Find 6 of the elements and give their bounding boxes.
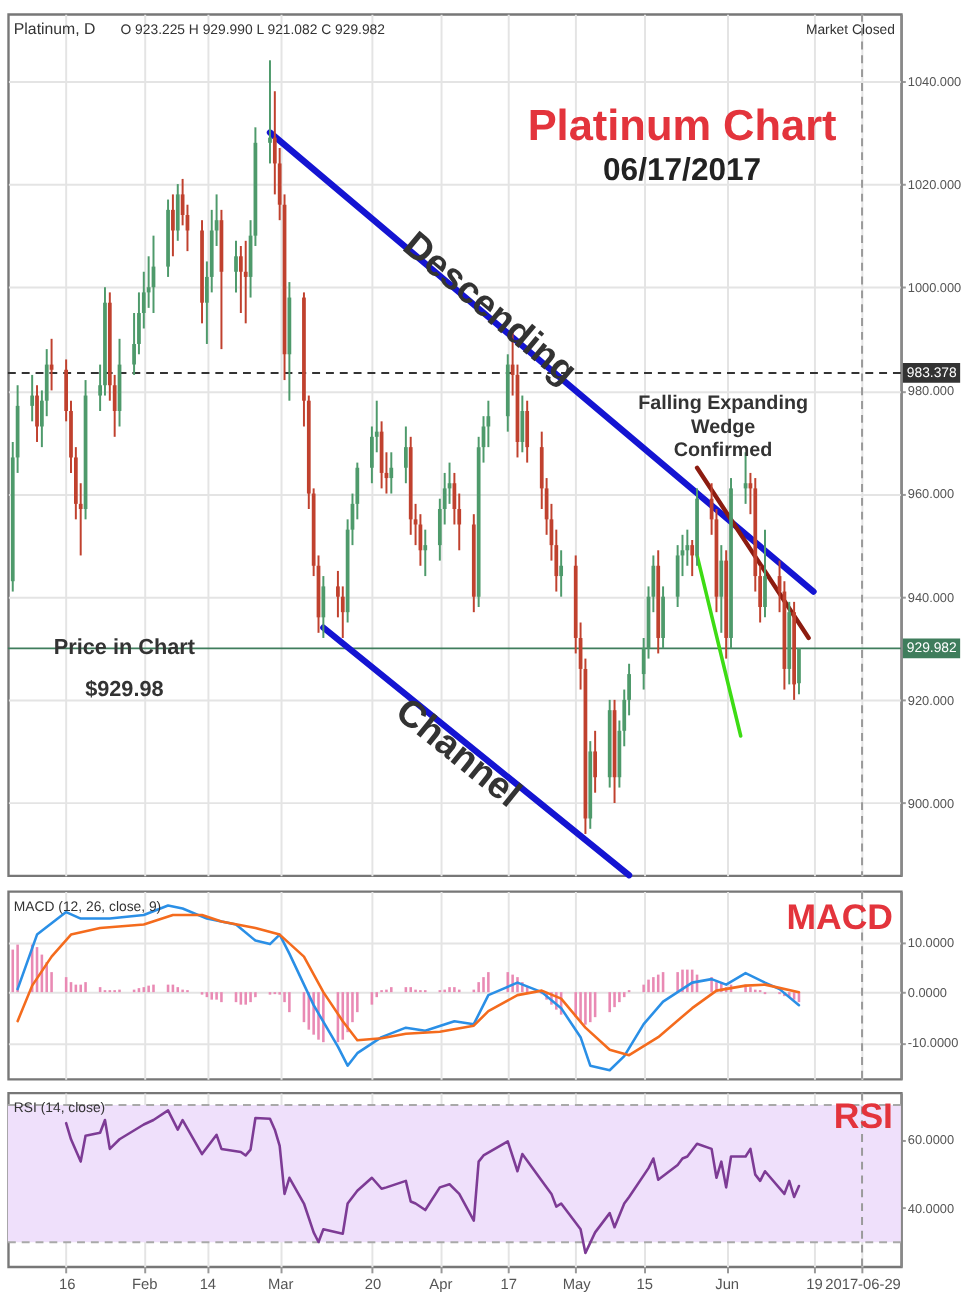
chart-title: MACD xyxy=(786,896,894,937)
text: 06/17/2017 xyxy=(603,153,762,188)
annotation: Platinum, D xyxy=(13,19,96,38)
annotation: Falling Expanding Wedge Confirmed xyxy=(638,392,808,463)
text: Platinum Chart xyxy=(527,100,837,151)
chart-title: RSI xyxy=(833,1096,893,1137)
